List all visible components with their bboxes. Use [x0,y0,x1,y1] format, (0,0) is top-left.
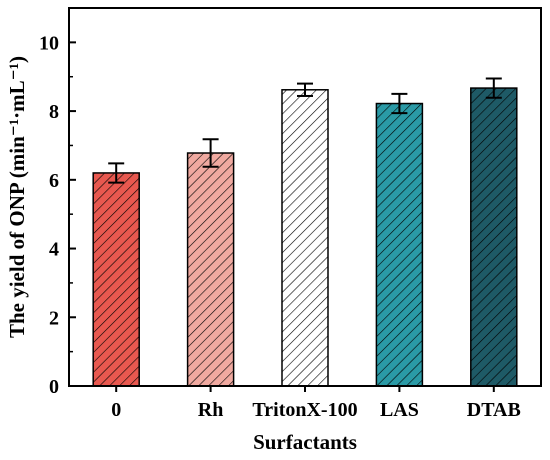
bar-dtab [470,87,518,387]
error-bar [202,138,219,168]
x-tick-label: 0 [111,399,121,421]
x-tick-label: Rh [198,399,224,421]
error-bars [108,77,502,184]
x-axis-title: Surfactants [253,430,357,454]
y-tick-label: 4 [49,239,59,261]
y-tick-label: 8 [49,101,59,123]
axis-ticks [69,41,495,392]
error-bar [485,77,502,99]
bars [92,87,518,387]
error-bar [108,162,125,184]
bar-tritonx-100 [281,89,329,387]
y-tick-label: 6 [49,170,59,192]
error-bar [297,82,313,97]
error-bar [391,92,408,115]
y-tick-label: 2 [49,307,59,329]
bar-rh [186,152,235,387]
bar-0 [92,172,140,387]
y-axis-title: The yield of ONP (min⁻¹·mL⁻¹) [5,56,29,338]
x-tick-label: LAS [380,399,419,421]
tick-labels: 0 Rh TritonX-100 LAS DTAB 0 2 4 6 8 10 [39,32,521,421]
x-tick-label: DTAB [467,399,521,421]
y-tick-label: 10 [39,32,59,54]
x-tick-label: TritonX-100 [252,399,357,421]
y-tick-label: 0 [49,376,59,398]
bar-las [375,102,424,387]
